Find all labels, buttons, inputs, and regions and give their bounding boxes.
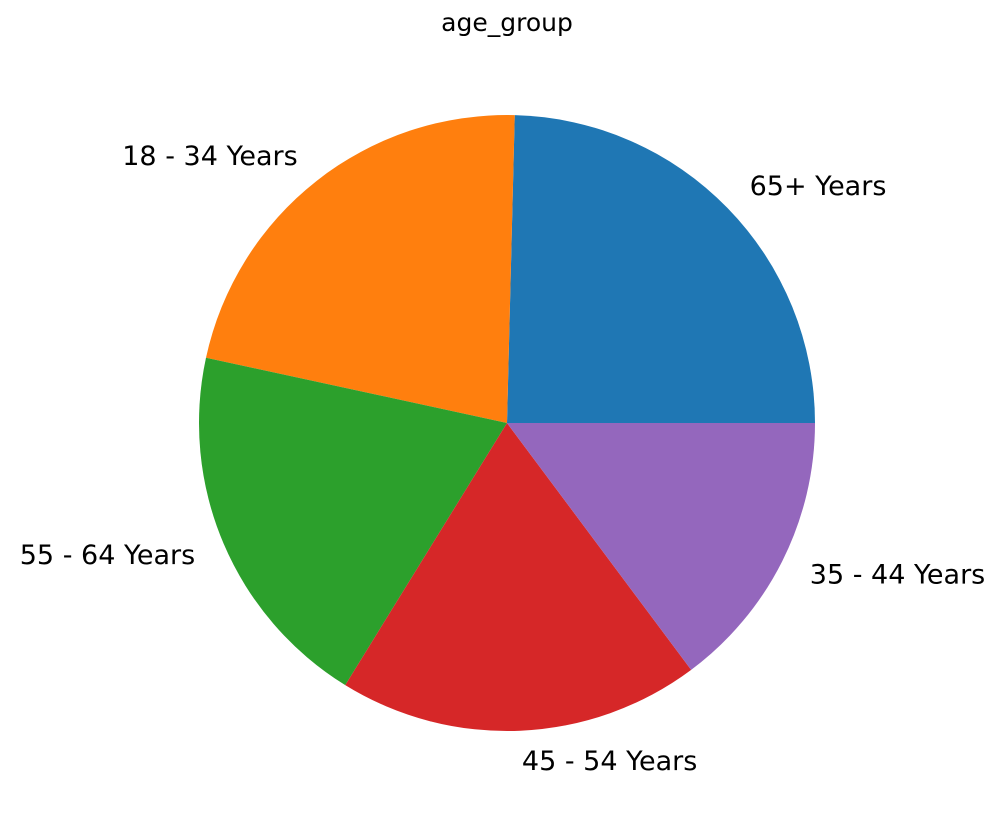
pie-labels: 65+ Years 18 - 34 Years 55 - 64 Years 45 - … — [20, 141, 985, 777]
pie-label-18-34-years: 18 - 34 Years — [122, 141, 297, 172]
pie-label-45-54-years: 45 - 54 Years — [522, 746, 697, 777]
pie-slice-55-64-years — [198, 357, 507, 686]
pie-label-35-44-years: 35 - 44 Years — [810, 559, 985, 590]
pie-slice-65plus-years — [507, 115, 815, 423]
pie-label-65plus-years: 65+ Years — [750, 171, 887, 202]
pie-label-55-64-years: 55 - 64 Years — [20, 540, 195, 571]
pie-slices — [198, 115, 815, 731]
pie-slice-45-54-years — [345, 423, 692, 731]
pie-slice-18-34-years — [206, 115, 515, 423]
pie-slice-35-44-years — [507, 423, 815, 670]
chart-title: age_group — [441, 8, 573, 37]
